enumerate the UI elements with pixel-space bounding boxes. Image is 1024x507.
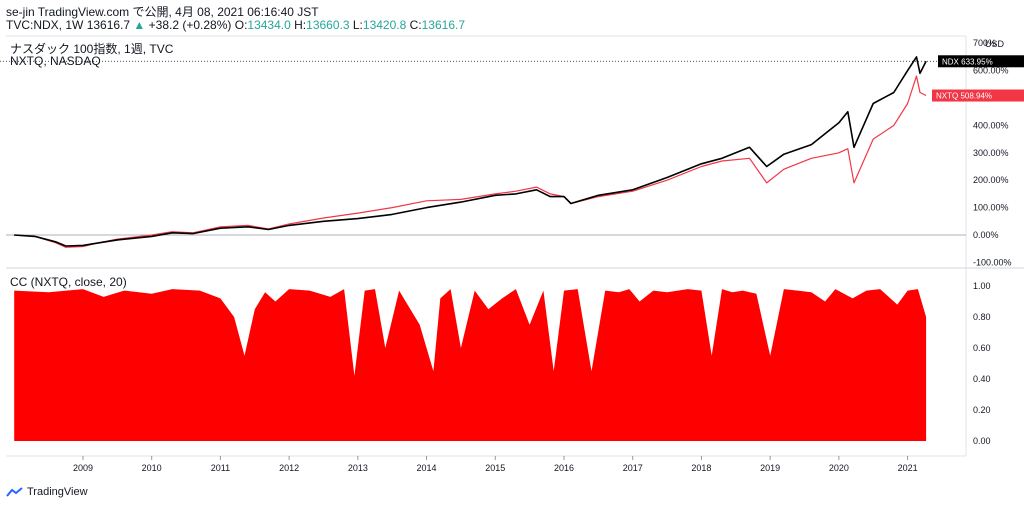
- ohlc-bar: TVC:NDX, 1W 13616.7 ▲ +38.2 (+0.28%) O:1…: [6, 18, 465, 32]
- price-change: +38.2 (+0.28%): [148, 18, 232, 32]
- up-arrow-icon: ▲: [133, 18, 146, 32]
- tradingview-logo-icon: [6, 487, 23, 497]
- symbol-label[interactable]: TVC:NDX, 1W: [6, 18, 84, 32]
- x-tick-label: 2012: [279, 463, 299, 473]
- x-tick-label: 2020: [829, 463, 849, 473]
- x-tick-label: 2021: [898, 463, 918, 473]
- series-line-nxtq: [14, 75, 927, 248]
- x-tick-label: 2013: [348, 463, 368, 473]
- badge-bg: [932, 89, 1024, 102]
- x-tick-label: 2018: [691, 463, 711, 473]
- main-series: [14, 56, 927, 248]
- tradingview-brand[interactable]: TradingView: [6, 486, 88, 498]
- currency-label[interactable]: USD: [985, 39, 1005, 49]
- main-price-axis: 700%600.00%500.00%400.00%300.00%200.00%1…: [973, 38, 1012, 267]
- sub-price-axis: 1.00 0.80 0.60 0.40 0.20 0.00: [973, 281, 991, 446]
- y-tick-label: 0.80: [973, 312, 991, 322]
- time-axis: 2009 2010 2011 2012 2013 2014 2015 2016 2017 2018…: [73, 456, 918, 473]
- y-tick-label: 0.20: [973, 405, 991, 415]
- y-tick-label: -100.00%: [973, 257, 1012, 267]
- publish-info: se-jin TradingView.com で公開, 4月 08, 2021 …: [6, 5, 319, 19]
- y-tick-label: 400.00%: [973, 120, 1009, 130]
- y-tick-label: 600.00%: [973, 66, 1009, 76]
- x-tick-label: 2016: [554, 463, 574, 473]
- y-tick-label: 300.00%: [973, 148, 1009, 158]
- last-price: 13616.7: [86, 18, 131, 32]
- chart-frame: [6, 35, 1024, 457]
- x-tick-label: 2010: [142, 463, 162, 473]
- open-value: 13434.0: [247, 18, 291, 32]
- badge-text: NXTQ 508.94%: [936, 92, 992, 101]
- y-tick-label: 100.00%: [973, 203, 1009, 213]
- y-tick-label: 0.40: [973, 374, 991, 384]
- price-badges: NDX 633.95% NXTQ 508.94%: [932, 55, 1024, 102]
- y-tick-label: 200.00%: [973, 175, 1009, 185]
- y-tick-label: 1.00: [973, 281, 991, 291]
- low-label: L:: [352, 18, 363, 32]
- price-badge-nxtq: NXTQ 508.94%: [932, 89, 1024, 102]
- x-tick-label: 2015: [485, 463, 505, 473]
- close-label: C:: [409, 18, 422, 32]
- y-tick-label: 700%: [973, 38, 996, 48]
- low-value: 13420.8: [362, 18, 407, 32]
- badge-bg: [938, 55, 1024, 68]
- sub-series: [14, 289, 927, 441]
- y-tick-label: 0.00: [973, 436, 991, 446]
- x-tick-label: 2011: [211, 463, 230, 473]
- x-tick-label: 2017: [623, 463, 643, 473]
- open-label: O:: [234, 18, 248, 32]
- high-value: 13660.3: [306, 18, 350, 32]
- cc-area: [14, 289, 927, 441]
- high-label: H:: [294, 18, 307, 32]
- badge-text: NDX 633.95%: [942, 57, 993, 66]
- y-tick-label: 0.00%: [973, 230, 999, 240]
- compare-legend-title: NXTQ, NASDAQ: [10, 54, 101, 68]
- series-line-ndx: [14, 56, 927, 247]
- indicator-legend-title: CC (NXTQ, close, 20): [10, 275, 127, 289]
- close-value: 13616.7: [421, 18, 466, 32]
- price-badge-ndx: NDX 633.95%: [938, 55, 1024, 68]
- x-tick-label: 2014: [417, 463, 437, 473]
- brand-label: TradingView: [27, 486, 88, 498]
- y-tick-label: 0.60: [973, 343, 991, 353]
- main-legend-title: ナスダック 100指数, 1週, TVC: [10, 42, 174, 56]
- x-tick-label: 2009: [73, 463, 93, 473]
- x-tick-label: 2019: [760, 463, 780, 473]
